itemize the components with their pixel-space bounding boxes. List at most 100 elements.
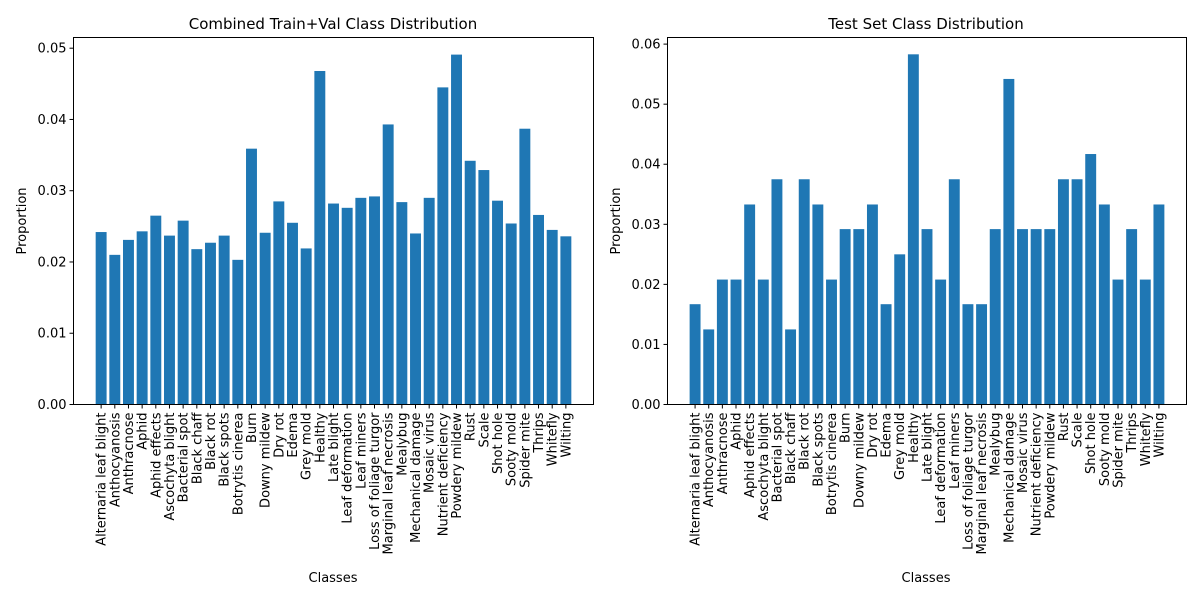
- x-tick-label: Leaf miners: [948, 412, 963, 489]
- x-tick-label: Nutrient deficiency: [436, 412, 451, 536]
- bar: [123, 239, 134, 405]
- bar: [1126, 229, 1138, 405]
- x-tick-label: Bacterial spot: [770, 413, 785, 503]
- bar: [1071, 179, 1083, 405]
- y-tick-label: 0.02: [38, 255, 67, 270]
- test-set-chart: Test Set Class Distribution 0.00 0.01 0.02…: [609, 15, 1187, 586]
- x-tick-label: Thrips: [1125, 412, 1140, 453]
- x-axis-label: Classes: [902, 571, 951, 586]
- x-tick-label: Downy mildew: [259, 412, 274, 508]
- x-tick-label: Spider mite: [518, 413, 533, 488]
- x-tick-label: Mealybug: [989, 413, 1004, 476]
- bar: [300, 248, 312, 405]
- bar: [287, 222, 298, 405]
- x-tick-label: Wilting: [559, 413, 574, 458]
- y-axis: 0.00 0.01 0.02 0.03 0.04 0.05: [38, 42, 74, 413]
- x-tick-label: Downy mildew: [852, 412, 867, 508]
- bar: [771, 179, 783, 405]
- train-val-chart: Combined Train+Val Class Distribution 0.…: [15, 15, 594, 586]
- y-tick-label: 0.00: [38, 398, 67, 413]
- x-tick-label: Shot hole: [491, 413, 506, 474]
- bar: [689, 304, 701, 405]
- bar: [853, 229, 865, 405]
- x-tick-label: Botrytis cinerea: [231, 413, 246, 516]
- bar: [894, 254, 906, 405]
- x-tick-label: Black chaff: [190, 411, 205, 484]
- bar: [730, 279, 742, 405]
- bar: [369, 196, 380, 405]
- bar: [273, 201, 285, 405]
- x-tick-label: Loss of foliage turgor: [368, 412, 383, 550]
- x-tick-label: Sooty mold: [1098, 413, 1113, 487]
- bar: [164, 235, 175, 405]
- y-axis-label: Proportion: [15, 187, 30, 254]
- x-tick-label: Leaf miners: [354, 412, 369, 489]
- bar: [948, 179, 960, 405]
- bar: [716, 279, 728, 405]
- bar: [744, 204, 756, 405]
- x-tick-label: Mosaic virus: [1016, 412, 1031, 493]
- bar: [519, 128, 531, 405]
- x-tick-label: Alternaria leaf blight: [95, 413, 110, 546]
- y-tick-label: 0.06: [632, 38, 661, 53]
- bar: [976, 304, 988, 405]
- x-tick-label: Ascochyta blight: [757, 413, 772, 521]
- x-tick-label: Thrips: [532, 412, 547, 453]
- y-axis: 0.00 0.01 0.02 0.03 0.04 0.05 0.06: [632, 38, 668, 413]
- bar: [1139, 279, 1151, 405]
- bar: [410, 233, 421, 405]
- bar: [492, 200, 503, 405]
- y-tick-label: 0.03: [38, 184, 67, 199]
- y-axis-label: Proportion: [609, 187, 624, 254]
- x-tick-label: Powdery mildew: [450, 412, 465, 519]
- x-tick-label: Anthocyanosis: [108, 412, 123, 507]
- x-tick-label: Anthracnose: [716, 413, 731, 495]
- bar: [218, 235, 230, 405]
- x-tick-label: Edema: [880, 413, 895, 458]
- x-tick-label: Healthy: [907, 412, 922, 463]
- bar: [866, 204, 878, 405]
- x-tick-label: Bacterial spot: [177, 413, 192, 503]
- bar: [423, 197, 435, 405]
- x-tick-label: Nutrient deficiency: [1030, 412, 1045, 536]
- x-tick-label: Black rot: [204, 413, 219, 470]
- x-axis: Alternaria leaf blightAnthocyanosisAnthr…: [95, 404, 574, 554]
- x-tick-label: Scale: [1071, 413, 1086, 448]
- bar: [533, 214, 544, 405]
- x-tick-label: Black chaff: [784, 411, 799, 484]
- x-tick-label: Late blight: [327, 413, 342, 483]
- bar: [314, 70, 326, 405]
- x-tick-label: Burn: [839, 413, 854, 444]
- y-tick-label: 0.00: [632, 398, 661, 413]
- x-tick-label: Whitefly: [546, 412, 561, 466]
- bar: [396, 202, 408, 405]
- bars: [95, 54, 572, 405]
- x-tick-label: Ascochyta blight: [163, 413, 178, 521]
- x-tick-label: Aphid effects: [149, 412, 164, 498]
- x-tick-label: Burn: [245, 413, 260, 444]
- bar: [560, 236, 572, 405]
- x-tick-label: Aphid: [136, 413, 151, 450]
- bar: [205, 242, 216, 405]
- bar: [907, 54, 919, 405]
- bars: [689, 54, 1165, 405]
- bar: [880, 304, 892, 405]
- bar: [1153, 204, 1165, 405]
- bar: [232, 259, 244, 405]
- x-tick-label: Botrytis cinerea: [825, 413, 840, 516]
- bar: [1085, 154, 1097, 405]
- bar: [921, 229, 933, 405]
- x-tick-label: Grey mold: [300, 413, 315, 480]
- y-tick-label: 0.05: [632, 98, 661, 113]
- chart-title: Combined Train+Val Class Distribution: [189, 15, 478, 33]
- x-tick-label: Whitefly: [1139, 412, 1154, 466]
- x-tick-label: Rust: [1057, 413, 1072, 442]
- x-tick-label: Black rot: [798, 413, 813, 470]
- bar: [246, 148, 257, 405]
- bar: [935, 279, 947, 405]
- x-tick-label: Mechanical damage: [409, 412, 424, 542]
- x-tick-label: Black spots: [811, 412, 826, 486]
- x-tick-label: Black spots: [218, 412, 233, 486]
- x-tick-label: Dry rot: [866, 413, 881, 458]
